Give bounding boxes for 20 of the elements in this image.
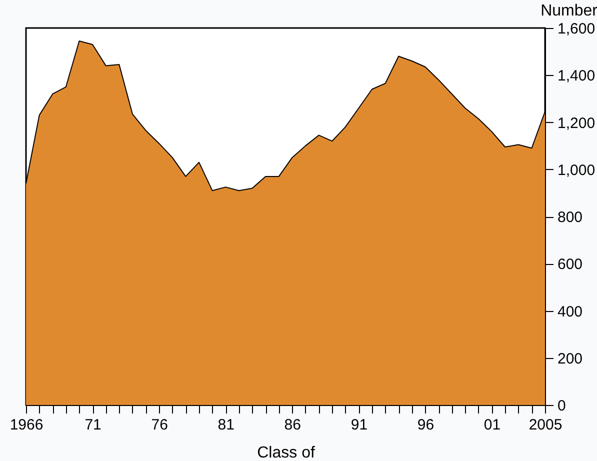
x-tick-label: 91	[350, 416, 368, 434]
y-tick-label: 1,200	[558, 114, 596, 132]
y-tick-label: 1,400	[558, 68, 596, 85]
y-tick-label: 800	[558, 209, 583, 226]
y-tick-label: 1,600	[558, 20, 596, 38]
x-axis-title: Class of	[257, 444, 316, 461]
y-tick-label: 1,000	[558, 162, 596, 179]
y-tick-label: 400	[558, 303, 583, 320]
x-tick-label: 01	[484, 416, 501, 434]
x-tick-label: 71	[84, 416, 102, 434]
x-tick-label: 1966	[10, 416, 44, 434]
y-tick-label: 0	[558, 398, 566, 414]
x-tick-label: 81	[218, 416, 234, 434]
y-tick-label: 600	[558, 256, 583, 274]
x-tick-label: 96	[417, 416, 434, 434]
y-axis-title: Number	[540, 2, 597, 20]
x-tick-label: 86	[284, 416, 301, 434]
y-tick-label: 200	[558, 350, 583, 368]
x-tick-label: 76	[151, 416, 168, 434]
x-tick-label: 2005	[528, 416, 562, 434]
